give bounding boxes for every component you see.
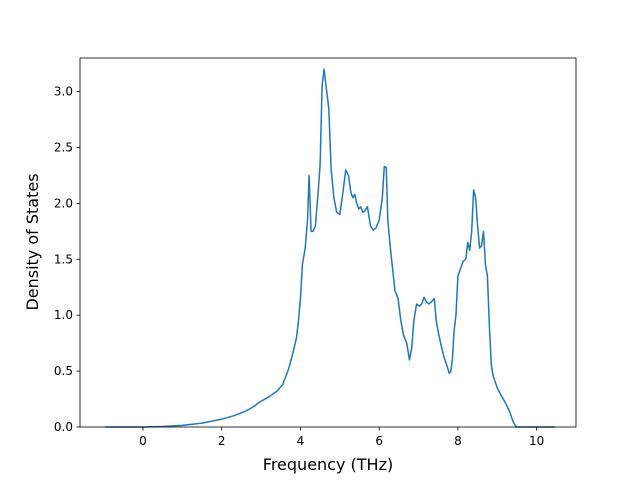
y-tick-label: 2.0	[54, 196, 73, 210]
y-tick-label: 0.5	[54, 364, 73, 378]
x-tick-label: 4	[297, 434, 305, 448]
y-tick-label: 1.0	[54, 308, 73, 322]
x-tick-label: 2	[218, 434, 226, 448]
y-tick-label: 1.5	[54, 252, 73, 266]
x-tick-label: 10	[529, 434, 544, 448]
y-axis-title: Density of States	[23, 173, 42, 310]
x-tick-label: 8	[454, 434, 462, 448]
x-axis-title: Frequency (THz)	[263, 455, 393, 474]
plot-frame	[79, 57, 577, 428]
x-tick-label: 6	[375, 434, 383, 448]
y-tick-label: 0.0	[54, 420, 73, 434]
axis-ticks	[76, 91, 538, 431]
series-line-density-of-states	[104, 68, 556, 428]
axis-tick-labels: 0 2 4 6 8 10 0.0 0.5 1.0 1.5 2.0 2.5 3.0	[54, 85, 544, 448]
y-tick-label: 2.5	[54, 140, 73, 154]
x-tick-label: 0	[139, 434, 147, 448]
plot-area	[80, 58, 576, 427]
y-tick-label: 3.0	[54, 85, 73, 99]
